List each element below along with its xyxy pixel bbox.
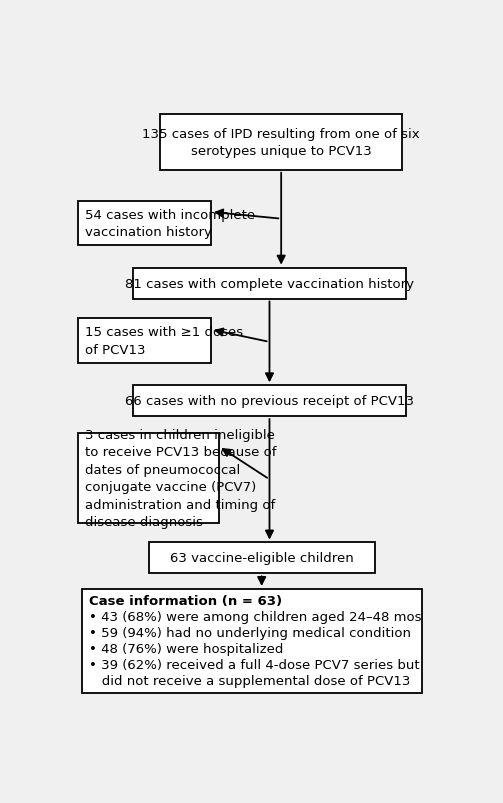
- FancyBboxPatch shape: [133, 268, 406, 300]
- FancyBboxPatch shape: [78, 319, 211, 364]
- Text: 63 vaccine-eligible children: 63 vaccine-eligible children: [170, 552, 354, 565]
- FancyBboxPatch shape: [149, 543, 375, 573]
- Text: 3 cases in children ineligible
to receive PCV13 because of
dates of pneumococcal: 3 cases in children ineligible to receiv…: [86, 428, 277, 528]
- Text: did not receive a supplemental dose of PCV13: did not receive a supplemental dose of P…: [90, 674, 411, 687]
- FancyBboxPatch shape: [78, 202, 211, 246]
- Text: 54 cases with incomplete
vaccination history: 54 cases with incomplete vaccination his…: [86, 209, 256, 239]
- FancyBboxPatch shape: [78, 434, 219, 523]
- Text: • 43 (68%) were among children aged 24–48 mos: • 43 (68%) were among children aged 24–4…: [90, 609, 422, 623]
- FancyBboxPatch shape: [82, 589, 422, 693]
- Text: 81 cases with complete vaccination history: 81 cases with complete vaccination histo…: [125, 277, 414, 290]
- Text: Case information (n = 63): Case information (n = 63): [90, 594, 283, 607]
- Text: • 39 (62%) received a full 4-dose PCV7 series but: • 39 (62%) received a full 4-dose PCV7 s…: [90, 658, 420, 671]
- Text: • 48 (76%) were hospitalized: • 48 (76%) were hospitalized: [90, 642, 284, 654]
- Text: 135 cases of IPD resulting from one of six
serotypes unique to PCV13: 135 cases of IPD resulting from one of s…: [142, 128, 420, 158]
- FancyBboxPatch shape: [133, 385, 406, 417]
- Text: 66 cases with no previous receipt of PCV13: 66 cases with no previous receipt of PCV…: [125, 395, 414, 408]
- Text: 15 cases with ≥1 doses
of PCV13: 15 cases with ≥1 doses of PCV13: [86, 326, 243, 357]
- FancyBboxPatch shape: [160, 115, 402, 170]
- Text: • 59 (94%) had no underlying medical condition: • 59 (94%) had no underlying medical con…: [90, 626, 411, 639]
